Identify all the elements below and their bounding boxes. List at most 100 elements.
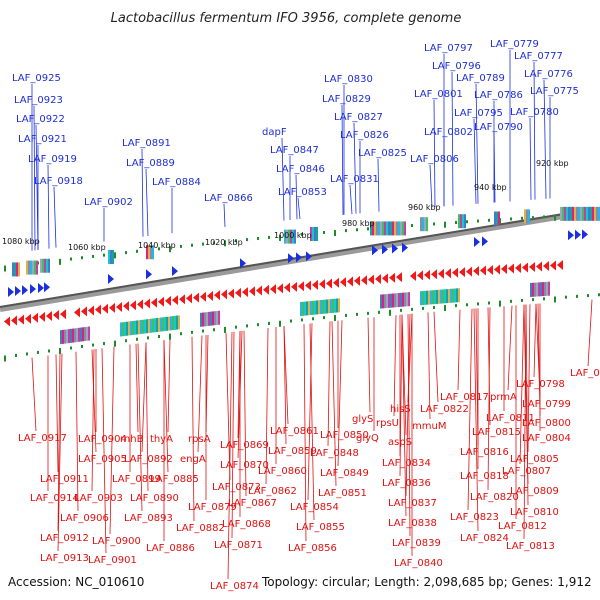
outer-tick [301,232,303,236]
outer-tick [4,265,6,272]
outer-tick [70,257,72,261]
gene-leader-line [135,343,139,433]
outer-tick [136,249,138,253]
gene-leader-line [297,197,301,220]
gene-leader-line [167,339,171,433]
forward-gene-block [496,211,498,226]
reverse-gene-block [64,329,66,344]
gene-leader-line [91,349,95,492]
forward-gene-block [400,221,402,236]
inner-tick [202,329,204,333]
reverse-gene-arrow [165,295,171,306]
outer-tick [246,238,248,242]
reverse-gene-block [434,290,436,305]
forward-gene-label: LAF_0923 [14,95,63,106]
reverse-gene-block [216,310,218,325]
forward-gene-block [290,229,292,244]
forward-gene-block [44,258,46,273]
reverse-gene-block [318,300,320,315]
inner-tick [543,297,545,301]
reverse-gene-block [380,294,382,309]
reverse-gene-label: LAF_0882 [176,523,225,534]
forward-gene-block [310,227,312,242]
reverse-gene-block [538,282,540,297]
reverse-gene-label: LAF_0906 [60,513,109,524]
forward-gene-block [392,221,394,236]
gene-leader-line [101,348,107,554]
reverse-gene-arrow [11,315,17,326]
gene-leader-line [53,186,57,248]
reverse-gene-label: rpsU [376,418,399,429]
forward-gene-block [36,260,38,275]
forward-gene-arrow [15,286,21,297]
forward-gene-block [572,206,574,221]
gene-leader-line [407,314,411,537]
forward-gene-block [526,209,528,224]
scale-label: 1080 kbp [2,237,40,246]
reverse-gene-arrow [46,310,52,321]
reverse-gene-label: LAF_0798 [516,379,565,390]
reverse-gene-label: LAF_0890 [130,493,179,504]
reverse-gene-arrow [375,273,381,284]
gene-leader-line [349,184,353,215]
scale-label: 1000 kbp [274,231,312,240]
reverse-gene-label: rpsA [188,434,211,445]
inner-tick [224,326,226,333]
gene-leader-line [231,331,235,539]
outer-tick [554,214,556,221]
forward-gene-label: LAF_0795 [454,108,503,119]
gene-leader-line [283,326,287,445]
reverse-gene-label: LAF_0903 [74,493,123,504]
reverse-gene-arrow [277,283,283,294]
forward-gene-block [464,214,466,229]
forward-gene-label: LAF_0825 [358,148,407,159]
forward-gene-label: LAF_0777 [514,51,563,62]
reverse-gene-block [332,298,334,313]
gene-leader-line [55,354,59,473]
gene-leader-line [401,314,407,517]
reverse-gene-arrow [438,268,444,279]
reverse-gene-block [170,316,172,331]
reverse-gene-arrow [319,279,325,290]
reverse-gene-arrow [347,276,353,287]
outer-tick [411,224,413,228]
inner-tick [191,330,193,334]
reverse-gene-label: LAF_0873 [212,482,261,493]
gene-leader-line [429,164,433,208]
scale-label: 920 kbp [536,159,569,168]
forward-gene-block [12,262,14,277]
inner-tick [268,321,270,325]
outer-tick [81,256,83,260]
outer-tick [158,247,160,251]
reverse-gene-arrow [81,306,87,317]
reverse-gene-arrow [60,309,66,320]
reverse-gene-block [130,321,132,336]
reverse-gene-label: LAF_0885 [150,474,199,485]
forward-gene-block [498,211,500,226]
reverse-gene-block [400,292,402,307]
forward-gene-label: LAF_0921 [18,134,67,145]
inner-tick [598,293,600,297]
reverse-gene-label: glyQ [356,433,379,444]
reverse-gene-block [382,294,384,309]
gene-leader-line [303,324,307,542]
reverse-gene-label: prmA [490,392,517,403]
inner-tick [532,298,534,302]
forward-gene-label: LAF_0853 [278,187,327,198]
gene-leader-line [467,308,473,511]
forward-gene-block [386,221,388,236]
gene-leader-line [543,79,547,199]
gene-leader-line [327,321,331,447]
gene-leader-line [353,122,357,214]
outer-tick [59,258,61,265]
reverse-gene-arrow [529,262,535,273]
inner-tick [26,352,28,356]
outer-tick [367,227,369,231]
gene-leader-line [57,353,63,552]
reverse-gene-arrow [501,263,507,274]
reverse-gene-label: LAF_0860 [258,466,307,477]
forward-gene-block [584,206,586,221]
forward-gene-block [312,227,314,242]
